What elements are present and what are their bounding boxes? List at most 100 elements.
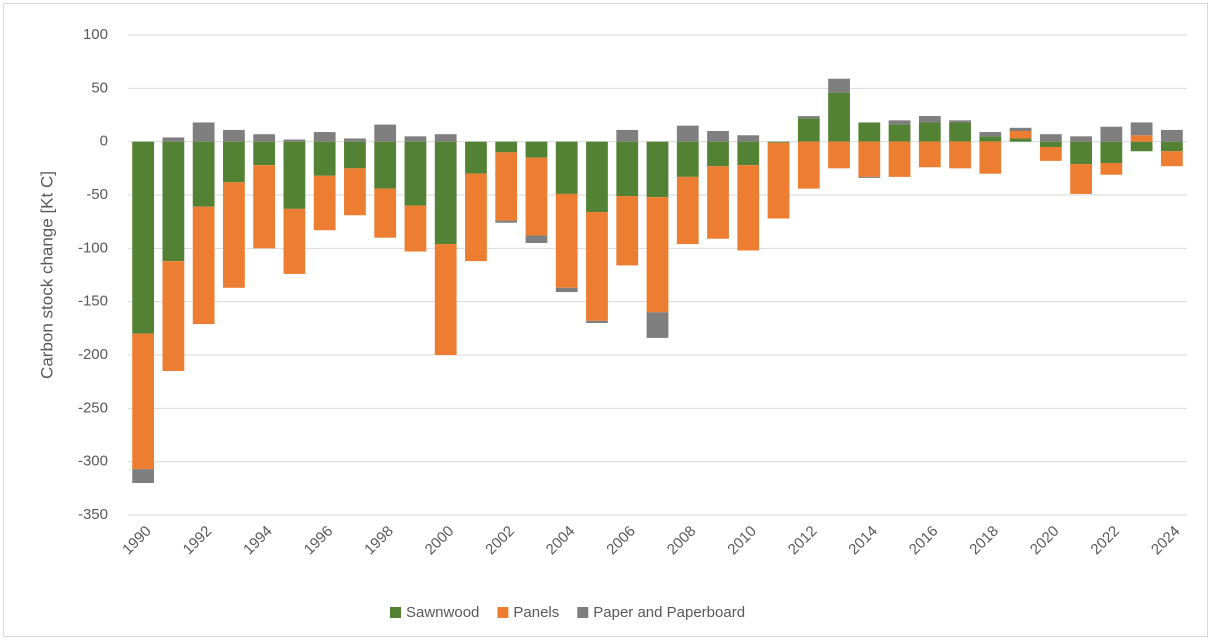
bar-segment <box>192 122 215 142</box>
bar-segment <box>1160 141 1183 152</box>
bar-segment <box>797 116 820 119</box>
bar-segment <box>797 141 820 189</box>
bar-segment <box>404 205 427 252</box>
bar-segment <box>979 141 1002 174</box>
bar-segment <box>1100 141 1123 163</box>
bar-segment <box>434 141 457 245</box>
bar-segment <box>1130 135 1153 142</box>
bar-segment <box>918 141 941 168</box>
bar-segment <box>979 132 1002 137</box>
bar-segment <box>192 206 215 325</box>
y-tick-label: 50 <box>91 79 108 96</box>
bar-segment <box>888 120 911 125</box>
bar-segment <box>132 333 155 470</box>
y-tick-label: -200 <box>78 346 108 363</box>
bar-segment <box>979 136 1002 142</box>
bar-segment <box>949 120 971 123</box>
bar-segment <box>374 124 397 142</box>
bar-segment <box>434 134 457 142</box>
bar-segment <box>828 92 850 142</box>
bar-segment <box>525 141 548 158</box>
bar-segment <box>223 141 245 183</box>
bar-segment <box>313 132 336 142</box>
bar-segment <box>918 116 941 123</box>
bar-segment <box>313 175 336 231</box>
bar-segment <box>828 141 850 169</box>
bar-segment <box>253 165 276 249</box>
legend-swatch <box>577 607 589 618</box>
bar-segment <box>162 137 185 142</box>
bar-segment <box>1130 141 1153 152</box>
bar-segment <box>283 139 306 142</box>
bar-segment <box>707 166 729 239</box>
bar-segment <box>344 141 366 169</box>
bar-segment <box>253 141 276 166</box>
legend-label: Paper and Paperboard <box>593 604 745 621</box>
bar-segment <box>737 135 760 142</box>
bar-segment <box>767 141 790 143</box>
bar-segment <box>223 182 245 288</box>
bar-segment <box>495 220 518 223</box>
bar-segment <box>1070 164 1092 194</box>
bar-segment <box>737 141 760 166</box>
bar-segment <box>1160 129 1183 142</box>
bar-segment <box>646 312 669 338</box>
bar-segment <box>1070 136 1092 142</box>
bar-segment <box>676 141 699 177</box>
bar-segment <box>434 244 457 355</box>
bar-segment <box>949 122 971 142</box>
bar-segment <box>586 141 608 213</box>
bar-segment <box>283 208 306 274</box>
bar-segment <box>132 141 155 334</box>
y-tick-label: -100 <box>78 239 108 256</box>
bar-segment <box>525 157 548 236</box>
bar-segment <box>1100 126 1123 142</box>
bar-segment <box>1100 163 1123 175</box>
bar-segment <box>858 176 881 178</box>
bar-segment <box>707 141 729 167</box>
y-axis-title: Carbon stock change [Kt C] <box>37 171 56 379</box>
bar-segment <box>616 196 639 266</box>
bar-segment <box>555 141 578 194</box>
bar-segment <box>676 176 699 245</box>
bar-segment <box>1039 141 1062 147</box>
bar-segment <box>737 165 760 251</box>
bar-segment <box>646 197 669 313</box>
bar-segment <box>495 141 518 153</box>
bar-segment <box>1160 151 1183 167</box>
bar-segment <box>253 134 276 142</box>
bar-segment <box>404 141 427 206</box>
legend-swatch <box>497 607 509 618</box>
bar-segment <box>949 141 971 169</box>
y-tick-label: -150 <box>78 293 108 310</box>
bar-segment <box>646 141 669 198</box>
y-tick-label: -50 <box>86 186 108 203</box>
bar-segment <box>767 142 790 219</box>
bar-segment <box>858 141 881 177</box>
bar-segment <box>313 141 336 176</box>
bar-segment <box>1039 147 1062 161</box>
bar-segment <box>797 118 820 142</box>
bar-segment <box>888 141 911 177</box>
y-tick-label: 100 <box>83 26 108 43</box>
bar-segment <box>1039 134 1062 142</box>
bar-segment <box>162 141 185 262</box>
legend-swatch <box>390 607 401 618</box>
bar-segment <box>192 141 215 207</box>
bar-segment <box>888 124 911 142</box>
bar-segment <box>223 129 245 142</box>
bar-segment <box>676 125 699 142</box>
bar-segment <box>374 141 397 189</box>
bar-segment <box>465 173 487 262</box>
bar-segment <box>707 131 729 142</box>
bar-segment <box>858 122 881 142</box>
bar-segment <box>555 287 578 293</box>
bar-segment <box>1009 131 1032 139</box>
bar-segment <box>828 78 850 93</box>
bar-segment <box>616 141 639 197</box>
bar-segment <box>1009 138 1032 142</box>
bar-segment <box>918 122 941 142</box>
bar-segment <box>404 136 427 142</box>
